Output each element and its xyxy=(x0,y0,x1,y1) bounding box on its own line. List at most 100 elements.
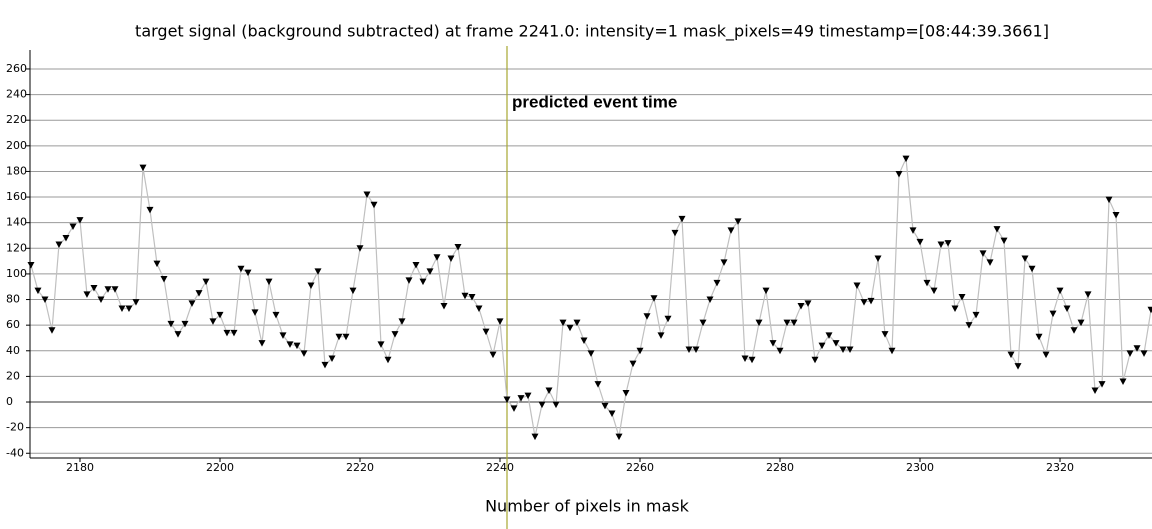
data-marker xyxy=(167,320,175,328)
data-marker xyxy=(839,346,847,353)
data-marker xyxy=(153,260,161,268)
data-marker xyxy=(762,287,770,295)
data-marker xyxy=(461,292,469,300)
data-marker xyxy=(580,337,588,345)
data-marker xyxy=(699,319,707,327)
data-marker xyxy=(965,322,973,329)
data-marker xyxy=(356,245,364,252)
data-marker xyxy=(867,297,875,305)
data-marker xyxy=(335,333,343,341)
y-tick-label: 220 xyxy=(6,113,27,126)
data-marker xyxy=(853,282,861,289)
data-marker xyxy=(1035,333,1043,341)
data-marker xyxy=(804,300,812,307)
data-marker xyxy=(1091,387,1099,394)
data-marker xyxy=(62,235,70,242)
data-marker xyxy=(237,265,245,273)
data-marker xyxy=(251,309,259,316)
data-marker xyxy=(776,347,784,355)
data-marker xyxy=(1021,255,1029,263)
data-marker xyxy=(209,318,217,325)
data-marker xyxy=(1014,363,1022,370)
data-marker xyxy=(475,305,483,313)
data-marker xyxy=(1042,351,1050,359)
data-marker xyxy=(363,191,371,198)
data-marker xyxy=(216,311,224,319)
data-marker xyxy=(881,331,889,338)
data-marker xyxy=(769,340,777,347)
data-marker xyxy=(55,241,63,248)
data-marker xyxy=(895,171,903,178)
event-label: predicted event time xyxy=(512,92,677,111)
data-marker xyxy=(230,329,238,337)
data-marker xyxy=(818,342,826,350)
data-marker xyxy=(874,255,882,263)
data-marker xyxy=(300,350,308,357)
x-tick-label: 2260 xyxy=(626,461,654,474)
data-marker xyxy=(923,279,931,287)
data-marker xyxy=(69,223,77,231)
data-marker xyxy=(146,206,154,214)
data-marker xyxy=(671,229,679,237)
data-marker xyxy=(993,226,1001,233)
data-marker xyxy=(811,356,819,364)
data-marker xyxy=(916,238,924,246)
data-marker xyxy=(1000,237,1008,245)
data-marker xyxy=(454,244,462,251)
data-marker xyxy=(293,342,301,350)
data-marker xyxy=(860,299,868,306)
data-marker xyxy=(468,293,476,301)
data-marker xyxy=(832,340,840,347)
data-marker xyxy=(797,302,805,310)
y-tick-label: -40 xyxy=(6,446,24,459)
data-marker xyxy=(160,276,168,283)
data-marker xyxy=(76,217,84,224)
data-marker xyxy=(1084,291,1092,298)
data-marker xyxy=(601,402,609,410)
data-marker xyxy=(447,255,455,263)
data-marker xyxy=(629,360,637,368)
data-marker xyxy=(97,296,105,304)
data-marker xyxy=(573,319,581,327)
data-marker xyxy=(90,285,98,292)
data-marker xyxy=(958,293,966,301)
data-marker xyxy=(83,291,91,298)
data-marker xyxy=(1028,265,1036,273)
data-marker xyxy=(552,401,560,409)
data-marker xyxy=(972,311,980,319)
data-marker xyxy=(419,278,427,286)
y-tick-label: 80 xyxy=(6,293,20,306)
data-marker xyxy=(139,164,147,172)
data-marker xyxy=(384,356,392,364)
data-marker xyxy=(482,328,490,336)
data-marker xyxy=(846,346,854,353)
data-marker xyxy=(349,287,357,295)
y-tick-label: 240 xyxy=(6,88,27,101)
data-marker xyxy=(510,405,518,412)
data-marker xyxy=(1126,350,1134,357)
data-marker xyxy=(1147,306,1152,314)
data-marker xyxy=(244,269,252,277)
data-marker xyxy=(524,392,532,400)
data-marker xyxy=(27,261,35,269)
data-marker xyxy=(825,332,833,339)
data-marker xyxy=(181,320,189,328)
data-marker xyxy=(1063,305,1071,313)
data-marker xyxy=(111,286,119,293)
y-tick-label: 60 xyxy=(6,318,20,331)
chart-title: target signal (background subtracted) at… xyxy=(135,22,1049,42)
data-marker xyxy=(1070,327,1078,334)
data-marker xyxy=(664,315,672,323)
y-tick-label: -20 xyxy=(6,421,24,434)
data-marker xyxy=(986,259,994,266)
data-marker xyxy=(587,350,595,357)
data-marker xyxy=(258,340,266,347)
data-marker xyxy=(223,329,231,337)
signal-line xyxy=(30,156,1152,437)
data-marker xyxy=(888,347,896,355)
data-marker xyxy=(342,333,350,341)
data-marker xyxy=(559,319,567,327)
data-marker xyxy=(937,241,945,248)
y-tick-label: 200 xyxy=(6,139,27,152)
